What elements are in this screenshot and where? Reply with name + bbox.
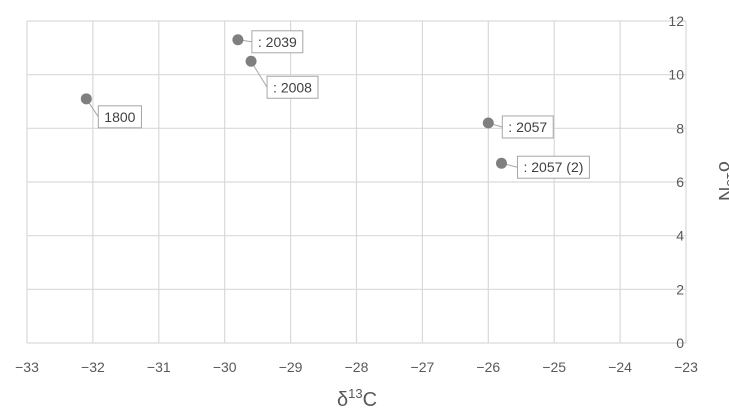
y-tick-label: 0: [676, 335, 684, 351]
scatter-point: [245, 55, 257, 67]
x-tick-labels: −33 −32 −31 −30 −29 −28 −27 −26 −25 −24 −23: [15, 359, 698, 375]
data-label-box: [501, 115, 554, 139]
x-tick-label: −23: [674, 359, 698, 375]
x-tick-label: −26: [476, 359, 500, 375]
y-tick-labels: 0 2 4 6 8 10 12: [668, 13, 684, 351]
y-axis-title: δ15N: [714, 161, 729, 201]
x-tick-label: −28: [345, 359, 369, 375]
x-tick-label: −30: [213, 359, 237, 375]
x-tick-label: −24: [608, 359, 632, 375]
data-labels: 1800 : 2039 : 2008 : 2057 : 2057 (2): [97, 30, 590, 179]
label-leader-lines: [85, 39, 518, 168]
y-tick-label: 4: [676, 228, 684, 244]
scatter-point: [482, 117, 494, 129]
x-axis-title: δ13C: [337, 386, 377, 411]
x-tick-label: −27: [411, 359, 435, 375]
x-tick-label: −31: [147, 359, 171, 375]
y-tick-label: 2: [676, 281, 684, 297]
data-label-box: [516, 155, 590, 179]
scatter-point: [80, 93, 92, 105]
y-tick-label: 10: [668, 67, 684, 83]
x-tick-label: −33: [15, 359, 39, 375]
x-tick-label: −29: [279, 359, 303, 375]
data-label: : 2039: [258, 34, 297, 50]
data-label-box: [266, 75, 319, 99]
data-label: : 2008: [273, 79, 312, 95]
grid-lines: [26, 20, 687, 344]
data-label: 1800: [104, 109, 135, 125]
scatter-point: [232, 34, 244, 46]
data-points: [80, 34, 507, 169]
data-label-box: [251, 30, 304, 54]
x-tick-label: −32: [81, 359, 105, 375]
data-label-box: [97, 105, 142, 129]
y-tick-label: 6: [676, 174, 684, 190]
data-label: : 2057: [508, 119, 547, 135]
data-label: : 2057 (2): [523, 159, 583, 175]
x-tick-label: −25: [542, 359, 566, 375]
scatter-point: [495, 157, 507, 169]
y-tick-label: 12: [668, 13, 684, 29]
y-tick-label: 8: [676, 120, 684, 136]
